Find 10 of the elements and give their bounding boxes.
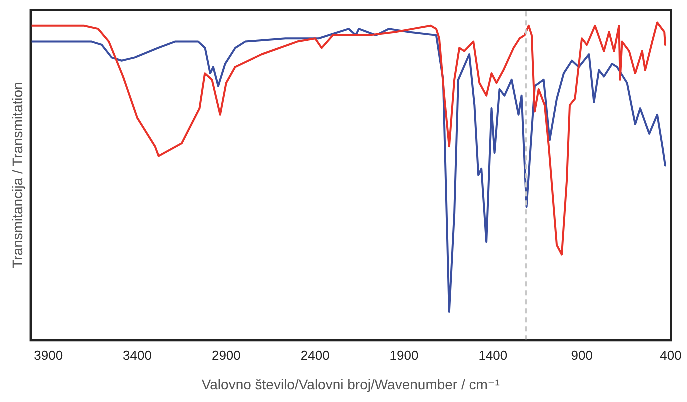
x-tick-label: 1400 — [478, 348, 508, 363]
x-tick-label: 3400 — [123, 348, 152, 363]
y-axis-title: Transmitancija / Transmitation — [9, 82, 26, 268]
x-tick-label: 3900 — [34, 348, 64, 363]
x-tick-label: 2900 — [212, 348, 241, 363]
x-tick-label: 400 — [660, 348, 682, 363]
x-tick-label: 1900 — [390, 348, 419, 363]
x-tick-label: 900 — [571, 348, 593, 363]
x-tick-label: 2400 — [300, 348, 330, 363]
x-axis-title: Valovno število/Valovni broj/Wavenumber / cm⁻¹ — [202, 376, 500, 392]
